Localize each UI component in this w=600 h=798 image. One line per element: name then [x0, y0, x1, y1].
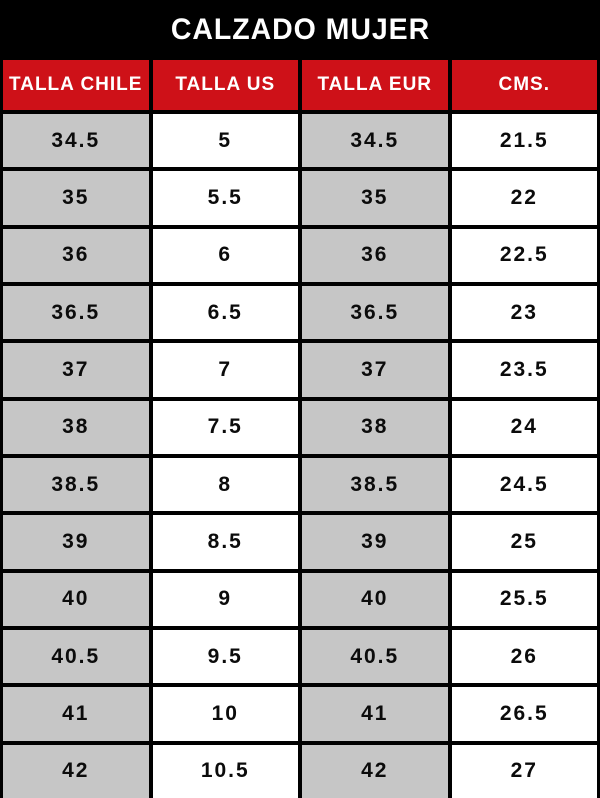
size-cell: 22: [451, 171, 597, 225]
size-cell: 35: [3, 171, 149, 225]
column-header-talla-eur: TALLA EUR: [302, 60, 448, 110]
size-cell: 27: [451, 744, 597, 798]
size-cell: 24.5: [451, 457, 597, 512]
size-cell: 36: [3, 228, 149, 282]
chart-title: CALZADO MUJER: [170, 13, 430, 46]
size-cell: 38.5: [302, 457, 448, 512]
size-cell: 42: [3, 744, 149, 798]
size-cell: 25: [451, 515, 597, 569]
size-cell: 7.5: [152, 400, 298, 454]
size-cell: 5: [152, 114, 298, 168]
size-cell: 38: [3, 400, 149, 454]
size-cell: 35: [302, 171, 448, 225]
column-header-talla-us: TALLA US: [152, 60, 298, 110]
size-cell: 7: [152, 343, 298, 397]
size-cell: 23: [451, 285, 597, 340]
size-cell: 6: [152, 228, 298, 282]
size-cell: 10: [152, 687, 298, 741]
size-cell: 6.5: [152, 285, 298, 340]
size-cell: 24: [451, 400, 597, 454]
size-cell: 40: [3, 572, 149, 626]
size-cell: 25.5: [451, 572, 597, 626]
size-cell: 38: [302, 400, 448, 454]
size-cell: 36: [302, 228, 448, 282]
size-cell: 21.5: [451, 114, 597, 168]
size-cell: 37: [3, 343, 149, 397]
size-cell: 23.5: [451, 343, 597, 397]
size-cell: 10.5: [152, 744, 298, 798]
column-header-talla-chile: TALLA CHILE: [3, 60, 149, 110]
size-cell: 39: [302, 515, 448, 569]
chart-title-bar: CALZADO MUJER: [0, 0, 600, 60]
size-cell: 38.5: [3, 457, 149, 512]
size-cell: 41: [302, 687, 448, 741]
size-cell: 40.5: [302, 629, 448, 684]
size-cell: 34.5: [302, 114, 448, 168]
size-cell: 26: [451, 629, 597, 684]
size-cell: 9.5: [152, 629, 298, 684]
size-cell: 8: [152, 457, 298, 512]
size-cell: 40.5: [3, 629, 149, 684]
column-header-cms: CMS.: [451, 60, 597, 110]
size-cell: 36.5: [3, 285, 149, 340]
size-table: TALLA CHILE TALLA US TALLA EUR CMS. 34.5…: [0, 60, 600, 798]
size-cell: 5.5: [152, 171, 298, 225]
size-cell: 26.5: [451, 687, 597, 741]
size-cell: 34.5: [3, 114, 149, 168]
size-cell: 42: [302, 744, 448, 798]
size-cell: 9: [152, 572, 298, 626]
size-cell: 39: [3, 515, 149, 569]
size-cell: 41: [3, 687, 149, 741]
size-cell: 40: [302, 572, 448, 626]
size-cell: 37: [302, 343, 448, 397]
size-cell: 22.5: [451, 228, 597, 282]
size-cell: 8.5: [152, 515, 298, 569]
size-cell: 36.5: [302, 285, 448, 340]
